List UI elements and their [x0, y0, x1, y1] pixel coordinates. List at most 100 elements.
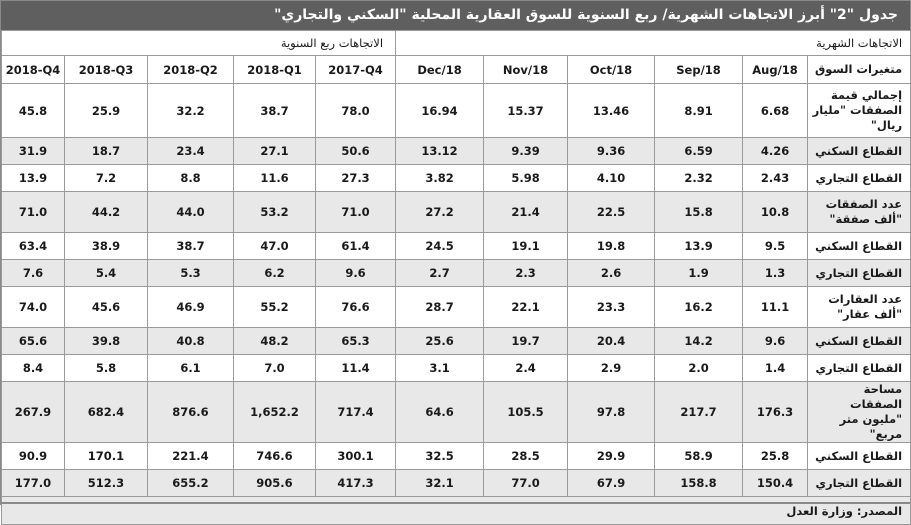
table-cell: 1.9 — [654, 259, 744, 287]
table-cell: 61.4 — [314, 232, 397, 260]
table-title: جدول "2" أبرز الاتجاهات الشهرية/ ربع الس… — [1, 1, 910, 30]
table-cell: 44.0 — [147, 191, 234, 233]
row-label: مساحة الصفقات "مليون متر مربع" — [807, 381, 911, 443]
table-cell: 13.12 — [395, 137, 485, 165]
table-cell: 16.2 — [654, 286, 744, 328]
source-note: المصدر: وزارة العدل — [0, 496, 911, 525]
table-row: 45.8 25.9 32.2 38.7 78.0 16.94 15.37 13.46 8.91 6… — [1, 83, 911, 138]
table-cell: 71.0 — [1, 191, 65, 233]
table-cell: 38.7 — [147, 232, 234, 260]
table-cell: 46.9 — [147, 286, 234, 328]
table-cell: 67.9 — [567, 469, 656, 497]
table-cell: 9.36 — [567, 137, 656, 165]
col-header: Dec/18 — [395, 55, 485, 84]
table-cell: 150.4 — [742, 469, 809, 497]
row-label: القطاع السكني — [807, 137, 911, 165]
table-cell: 177.0 — [1, 469, 65, 497]
table-cell: 682.4 — [64, 381, 148, 443]
col-header: 2018-Q3 — [64, 55, 148, 84]
quarterly-trends-header: الاتجاهات ربع السنوية — [0, 30, 397, 56]
table-cell: 32.1 — [395, 469, 485, 497]
table-row: 267.9 682.4 876.6 1,652.2 717.4 64.6 105.5 97.8… — [1, 381, 911, 443]
table-cell: 20.4 — [567, 327, 656, 355]
table-cell: 78.0 — [314, 83, 397, 138]
table-cell: 76.6 — [314, 286, 397, 328]
col-header: Sep/18 — [654, 55, 744, 84]
table-row: 177.0 512.3 655.2 905.6 417.3 32.1 77.0 67.9 158… — [1, 469, 911, 497]
table-cell: 876.6 — [147, 381, 234, 443]
table-cell: 5.8 — [64, 354, 148, 382]
table-cell: 8.8 — [147, 164, 234, 192]
table-cell: 5.98 — [483, 164, 569, 192]
table-cell: 65.6 — [1, 327, 65, 355]
table-cell: 1.4 — [742, 354, 809, 382]
table-row: 90.9 170.1 221.4 746.6 300.1 32.5 28.5 29.9 58.9… — [1, 442, 911, 470]
table-cell: 21.4 — [483, 191, 569, 233]
table-cell: 90.9 — [1, 442, 65, 470]
table-cell: 53.2 — [233, 191, 316, 233]
table-cell: 27.2 — [395, 191, 485, 233]
table-cell: 6.68 — [742, 83, 809, 138]
table-cell: 7.6 — [1, 259, 65, 287]
table-cell: 217.7 — [654, 381, 744, 443]
table-cell: 5.4 — [64, 259, 148, 287]
col-header: 2018-Q2 — [147, 55, 234, 84]
table-cell: 2.9 — [567, 354, 656, 382]
row-label: القطاع التجاري — [807, 469, 911, 497]
table-cell: 9.39 — [483, 137, 569, 165]
table-cell: 7.0 — [233, 354, 316, 382]
table-cell: 13.9 — [1, 164, 65, 192]
table-cell: 6.2 — [233, 259, 316, 287]
table-cell: 3.1 — [395, 354, 485, 382]
table-cell: 2.0 — [654, 354, 744, 382]
table-cell: 4.26 — [742, 137, 809, 165]
table-cell: 71.0 — [314, 191, 397, 233]
table-cell: 28.5 — [483, 442, 569, 470]
table-row: 8.4 5.8 6.1 7.0 11.4 3.1 2.4 2.9 2.0 1.4 القطاع ال… — [1, 354, 911, 382]
table-row: 31.9 18.7 23.4 27.1 50.6 13.12 9.39 9.36 6.59 4.2… — [1, 137, 911, 165]
table-cell: 48.2 — [233, 327, 316, 355]
table-cell: 158.8 — [654, 469, 744, 497]
table-cell: 221.4 — [147, 442, 234, 470]
table-cell: 6.1 — [147, 354, 234, 382]
row-label: عدد العقارات "ألف عقار" — [807, 286, 911, 328]
row-label: القطاع التجاري — [807, 259, 911, 287]
table-cell: 1,652.2 — [233, 381, 316, 443]
table-row: 13.9 7.2 8.8 11.6 27.3 3.82 5.98 4.10 2.32 2.43 ال… — [1, 164, 911, 192]
table-cell: 24.5 — [395, 232, 485, 260]
col-header: 2018-Q4 — [1, 55, 65, 84]
table-cell: 97.8 — [567, 381, 656, 443]
table-row: 7.6 5.4 5.3 6.2 9.6 2.7 2.3 2.6 1.9 1.3 القطاع الت… — [1, 259, 911, 287]
row-label: القطاع التجاري — [807, 354, 911, 382]
table-cell: 27.1 — [233, 137, 316, 165]
table-cell: 10.8 — [742, 191, 809, 233]
table-cell: 8.4 — [1, 354, 65, 382]
table-cell: 717.4 — [314, 381, 397, 443]
table-cell: 31.9 — [1, 137, 65, 165]
table-cell: 11.4 — [314, 354, 397, 382]
table-cell: 746.6 — [233, 442, 316, 470]
col-header: 2017-Q4 — [314, 55, 397, 84]
table-row: 65.6 39.8 40.8 48.2 65.3 25.6 19.7 20.4 14.2 9.6 ا… — [1, 327, 911, 355]
table-cell: 16.94 — [395, 83, 485, 138]
table-cell: 267.9 — [1, 381, 65, 443]
table-cell: 19.1 — [483, 232, 569, 260]
table-cell: 32.2 — [147, 83, 234, 138]
table-cell: 77.0 — [483, 469, 569, 497]
col-header: Oct/18 — [567, 55, 656, 84]
table-cell: 65.3 — [314, 327, 397, 355]
col-header: 2018-Q1 — [233, 55, 316, 84]
label-col-header: متغيرات السوق — [807, 55, 911, 84]
row-label: إجمالي قيمة الصفقات "مليار ريال" — [807, 83, 911, 138]
table-cell: 2.7 — [395, 259, 485, 287]
table-cell: 39.8 — [64, 327, 148, 355]
table-cell: 15.37 — [483, 83, 569, 138]
table-cell: 50.6 — [314, 137, 397, 165]
table-cell: 2.6 — [567, 259, 656, 287]
table-cell: 11.1 — [742, 286, 809, 328]
table-cell: 29.9 — [567, 442, 656, 470]
table-cell: 2.43 — [742, 164, 809, 192]
table-cell: 23.3 — [567, 286, 656, 328]
table-cell: 2.3 — [483, 259, 569, 287]
table-cell: 27.3 — [314, 164, 397, 192]
